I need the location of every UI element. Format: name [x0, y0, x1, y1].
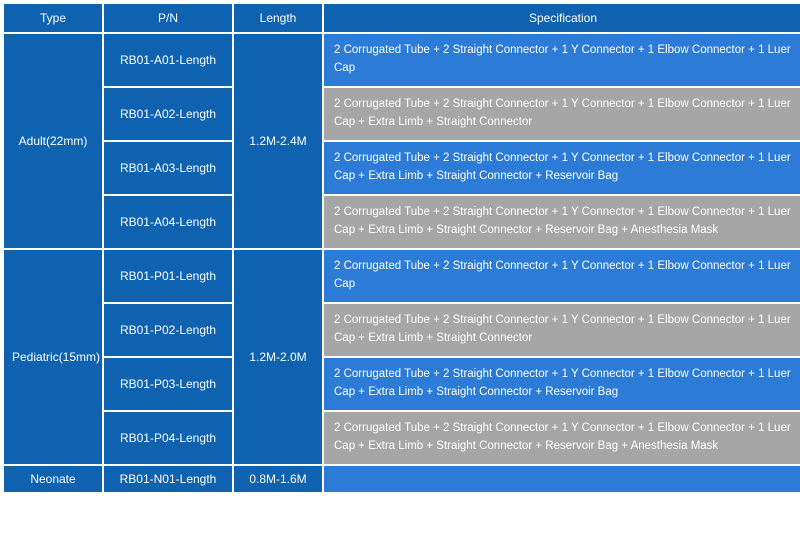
- type-cell: Neonate: [3, 465, 103, 493]
- pn-cell: RB01-A04-Length: [103, 195, 233, 249]
- spec-cell: 2 Corrugated Tube + 2 Straight Connector…: [323, 249, 800, 303]
- pn-cell: RB01-P02-Length: [103, 303, 233, 357]
- table-row: RB01-P03-Length 2 Corrugated Tube + 2 St…: [3, 357, 800, 411]
- header-length: Length: [233, 3, 323, 33]
- header-type: Type: [3, 3, 103, 33]
- table-row: Neonate RB01-N01-Length 0.8M-1.6M: [3, 465, 800, 493]
- header-spec: Specification: [323, 3, 800, 33]
- spec-cell: 2 Corrugated Tube + 2 Straight Connector…: [323, 303, 800, 357]
- type-cell: Pediatric(15mm): [3, 249, 103, 465]
- spec-cell: 2 Corrugated Tube + 2 Straight Connector…: [323, 357, 800, 411]
- length-cell: 1.2M-2.0M: [233, 249, 323, 465]
- pn-cell: RB01-P04-Length: [103, 411, 233, 465]
- spec-table-container: Type P/N Length Specification Adult(22mm…: [0, 0, 800, 496]
- table-row: RB01-A03-Length 2 Corrugated Tube + 2 St…: [3, 141, 800, 195]
- pn-cell: RB01-P01-Length: [103, 249, 233, 303]
- type-cell: Adult(22mm): [3, 33, 103, 249]
- pn-cell: RB01-A02-Length: [103, 87, 233, 141]
- table-row: Adult(22mm) RB01-A01-Length 1.2M-2.4M 2 …: [3, 33, 800, 87]
- table-row: RB01-A02-Length 2 Corrugated Tube + 2 St…: [3, 87, 800, 141]
- length-cell: 1.2M-2.4M: [233, 33, 323, 249]
- table-row: Pediatric(15mm) RB01-P01-Length 1.2M-2.0…: [3, 249, 800, 303]
- table-row: RB01-A04-Length 2 Corrugated Tube + 2 St…: [3, 195, 800, 249]
- spec-cell: [323, 465, 800, 493]
- spec-cell: 2 Corrugated Tube + 2 Straight Connector…: [323, 33, 800, 87]
- spec-table: Type P/N Length Specification Adult(22mm…: [2, 2, 800, 494]
- pn-cell: RB01-A03-Length: [103, 141, 233, 195]
- pn-cell: RB01-P03-Length: [103, 357, 233, 411]
- spec-cell: 2 Corrugated Tube + 2 Straight Connector…: [323, 195, 800, 249]
- table-row: RB01-P02-Length 2 Corrugated Tube + 2 St…: [3, 303, 800, 357]
- pn-cell: RB01-N01-Length: [103, 465, 233, 493]
- spec-cell: 2 Corrugated Tube + 2 Straight Connector…: [323, 87, 800, 141]
- header-pn: P/N: [103, 3, 233, 33]
- table-body: Adult(22mm) RB01-A01-Length 1.2M-2.4M 2 …: [3, 33, 800, 493]
- spec-cell: 2 Corrugated Tube + 2 Straight Connector…: [323, 141, 800, 195]
- spec-cell: 2 Corrugated Tube + 2 Straight Connector…: [323, 411, 800, 465]
- header-row: Type P/N Length Specification: [3, 3, 800, 33]
- pn-cell: RB01-A01-Length: [103, 33, 233, 87]
- length-cell: 0.8M-1.6M: [233, 465, 323, 493]
- table-row: RB01-P04-Length 2 Corrugated Tube + 2 St…: [3, 411, 800, 465]
